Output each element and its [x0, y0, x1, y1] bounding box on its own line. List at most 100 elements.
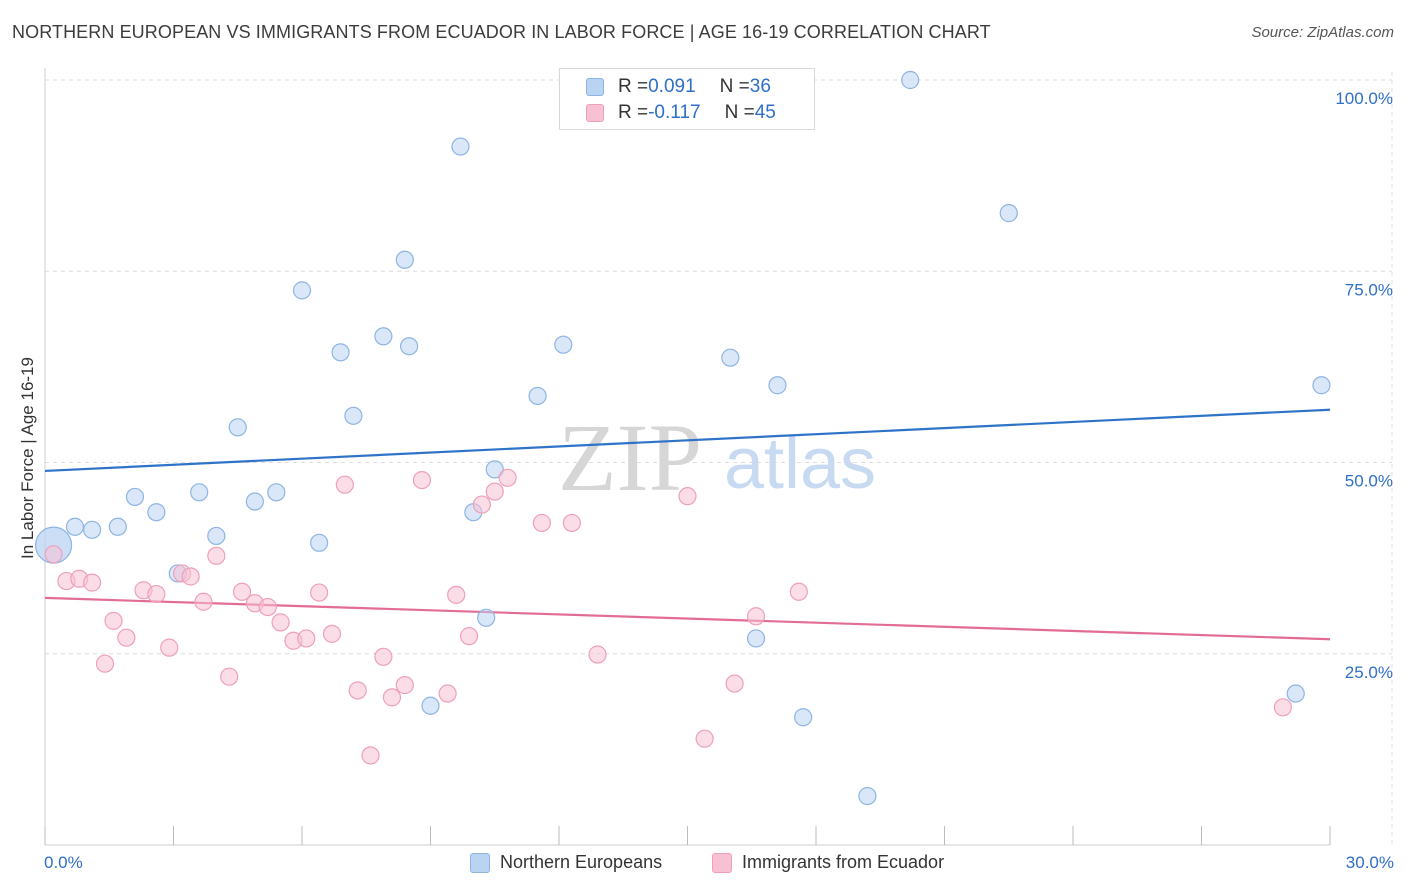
data-point: [95, 654, 115, 673]
data-point: [108, 517, 127, 536]
data-point: [104, 611, 123, 630]
data-point: [768, 376, 787, 395]
y-tick-label: 50.0%: [1345, 472, 1393, 491]
data-point: [554, 335, 573, 354]
legend-n-value: 45: [754, 102, 776, 123]
x-tick-label-max: 30.0%: [1345, 853, 1394, 872]
data-point: [348, 681, 367, 700]
data-point: [374, 327, 393, 346]
data-point: [292, 281, 312, 300]
data-point: [207, 526, 226, 546]
data-point: [695, 729, 714, 748]
data-point: [999, 204, 1018, 223]
series-swatch-pink: [712, 852, 732, 873]
data-point: [125, 487, 145, 507]
data-point: [746, 629, 766, 648]
data-point: [1312, 376, 1331, 395]
data-point: [194, 592, 213, 611]
data-point: [789, 582, 808, 601]
data-point: [725, 674, 744, 693]
data-point: [858, 786, 877, 806]
series-immigrants-ecuador: [44, 468, 1292, 765]
y-tick-label: 75.0%: [1345, 280, 1393, 299]
data-point: [83, 520, 102, 539]
data-point: [245, 492, 264, 511]
series-swatch-blue: [470, 852, 490, 873]
y-tick-label: 100.0%: [1335, 89, 1393, 108]
data-point: [258, 597, 277, 617]
data-point: [374, 647, 393, 666]
data-point: [395, 250, 414, 269]
trend-line-northern-europeans: [44, 408, 1331, 473]
legend-swatch-pink: [586, 104, 604, 122]
data-point: [528, 386, 547, 406]
data-point: [207, 546, 226, 565]
y-tick-labels: 25.0% 50.0% 75.0% 100.0%: [1335, 89, 1393, 682]
chart-title: NORTHERN EUROPEAN VS IMMIGRANTS FROM ECU…: [12, 22, 991, 42]
data-point: [160, 638, 179, 657]
data-point: [147, 584, 166, 604]
data-point: [181, 567, 200, 586]
legend-r-label: R =: [618, 76, 649, 97]
data-point: [117, 628, 136, 647]
series-legend-northern-europeans: Northern Europeans: [470, 852, 662, 873]
legend-r-label: R =: [618, 102, 649, 123]
data-point: [485, 482, 504, 501]
data-point: [721, 348, 740, 367]
correlation-legend: R = 0.091 N = 36 R = -0.117 N = 45: [559, 68, 815, 130]
data-point: [344, 406, 363, 425]
watermark: ZIP atlas: [558, 404, 876, 511]
series-legend-label: Immigrants from Ecuador: [742, 852, 945, 872]
data-point: [678, 487, 697, 506]
legend-n-label: N =: [724, 102, 755, 123]
data-point: [44, 545, 63, 564]
legend-swatch-blue: [586, 78, 604, 96]
legend-row-northern-europeans: R = 0.091 N = 36: [586, 75, 771, 99]
data-point: [399, 337, 419, 356]
data-point: [310, 533, 329, 552]
data-point: [228, 418, 247, 437]
watermark-zip: ZIP: [558, 404, 702, 511]
data-point: [485, 460, 504, 479]
axes: [44, 68, 1331, 846]
series-legend: Northern Europeans Immigrants from Ecuad…: [0, 852, 1406, 876]
data-point: [382, 688, 402, 707]
y-tick-label: 25.0%: [1345, 663, 1393, 682]
data-point: [322, 624, 342, 643]
gridlines: [45, 72, 1393, 845]
data-point: [297, 629, 316, 648]
data-point: [498, 468, 517, 487]
data-point: [331, 343, 350, 362]
data-point: [532, 513, 551, 533]
data-point: [421, 696, 440, 715]
data-point: [562, 513, 581, 533]
series-legend-immigrants-ecuador: Immigrants from Ecuador: [712, 852, 944, 873]
legend-r-value: -0.117: [648, 102, 701, 123]
data-point: [267, 483, 286, 502]
data-point: [1273, 698, 1292, 717]
data-point: [310, 583, 329, 602]
data-point: [451, 137, 470, 156]
data-point: [147, 503, 166, 522]
data-point: [83, 573, 102, 592]
data-point: [335, 475, 354, 494]
data-point: [232, 582, 252, 601]
legend-row-immigrants-ecuador: R = -0.117 N = 45: [586, 101, 776, 125]
legend-n-value: 36: [749, 76, 771, 97]
trend-line-immigrants-ecuador: [44, 596, 1331, 641]
data-point: [447, 585, 466, 604]
x-tick-label-min: 0.0%: [44, 853, 83, 872]
data-point: [459, 627, 479, 646]
data-point: [438, 684, 457, 703]
data-point: [361, 746, 380, 765]
series-legend-label: Northern Europeans: [500, 852, 663, 872]
data-point: [1286, 684, 1305, 703]
legend-r-value: 0.091: [648, 76, 696, 97]
data-point: [271, 613, 290, 632]
data-point: [412, 470, 432, 490]
data-point: [746, 607, 766, 626]
source-credit: Source: ZipAtlas.com: [1251, 24, 1394, 41]
data-point: [588, 645, 607, 664]
data-point: [220, 667, 239, 686]
